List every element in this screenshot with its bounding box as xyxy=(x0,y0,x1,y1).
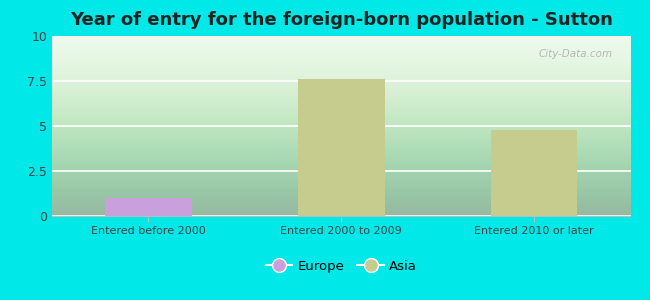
Bar xyxy=(298,79,385,216)
Bar xyxy=(491,130,577,216)
Bar xyxy=(105,198,192,216)
Text: City-Data.com: City-Data.com xyxy=(539,49,613,58)
Legend: Europe, Asia: Europe, Asia xyxy=(261,254,422,278)
Title: Year of entry for the foreign-born population - Sutton: Year of entry for the foreign-born popul… xyxy=(70,11,613,29)
